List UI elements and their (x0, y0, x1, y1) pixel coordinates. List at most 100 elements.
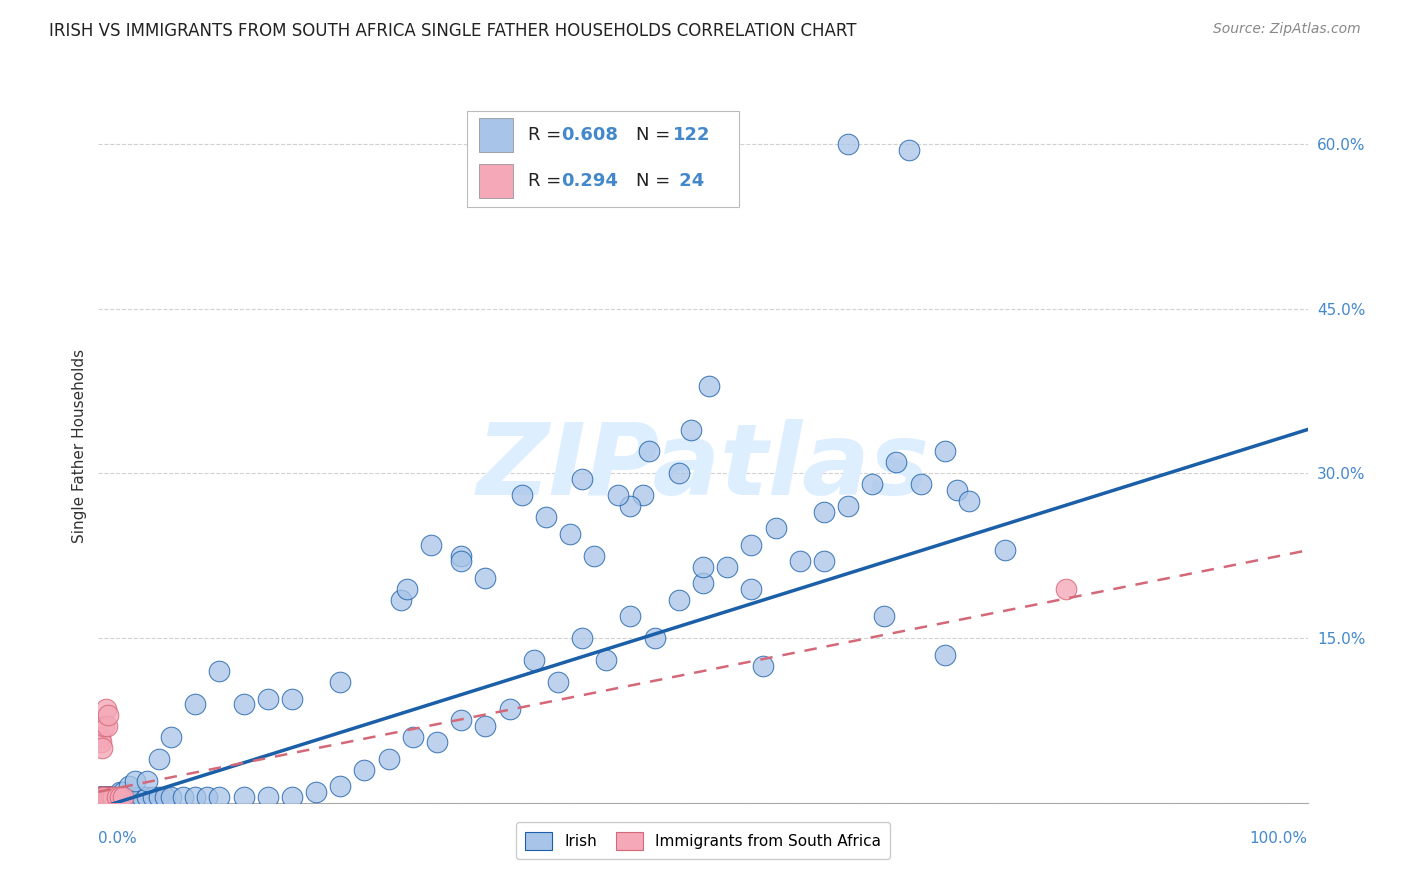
Point (89, 730, 111, 744)
Point (100, 790, 122, 805)
Point (98, 790, 121, 805)
Point (813, 505, 835, 519)
Point (450, 549, 472, 563)
Point (96, 790, 118, 805)
Point (607, 488, 630, 502)
Point (97, 790, 120, 805)
Point (100, 790, 122, 805)
Text: 100.0%: 100.0% (1250, 831, 1308, 847)
Text: N =: N = (637, 126, 676, 144)
Point (93, 790, 115, 805)
Point (124, 773, 146, 788)
Point (94, 790, 117, 805)
Point (114, 790, 136, 805)
Point (107, 790, 129, 805)
Point (232, 697, 254, 711)
Point (97, 790, 120, 805)
Point (142, 790, 165, 805)
Point (232, 790, 254, 805)
Point (101, 790, 124, 805)
Point (91, 790, 114, 805)
Point (100, 790, 122, 805)
Point (668, 467, 690, 481)
Point (957, 494, 980, 508)
Point (208, 790, 231, 805)
Point (90, 790, 112, 805)
Point (90, 790, 112, 805)
Point (860, 477, 883, 491)
Point (389, 592, 412, 607)
FancyBboxPatch shape (479, 118, 513, 152)
Point (90, 790, 112, 805)
Point (329, 780, 352, 794)
Point (91, 790, 114, 805)
Point (118, 790, 141, 805)
Point (450, 714, 472, 728)
Point (93, 790, 115, 805)
Text: N =: N = (637, 172, 676, 190)
Point (148, 752, 170, 766)
Point (395, 582, 418, 596)
Point (96, 790, 118, 805)
Point (637, 444, 659, 458)
Text: R =: R = (527, 126, 567, 144)
Point (91, 740, 114, 755)
Point (994, 543, 1017, 558)
Point (558, 526, 581, 541)
Point (91, 790, 114, 805)
Point (160, 730, 183, 744)
Point (91, 790, 114, 805)
Point (91, 790, 114, 805)
Point (329, 675, 352, 690)
Point (97, 790, 120, 805)
Point (90, 790, 112, 805)
Point (100, 790, 122, 805)
Point (98, 790, 121, 805)
Point (100, 790, 122, 805)
Point (631, 488, 654, 502)
Point (103, 790, 125, 805)
Point (813, 554, 835, 568)
Text: 24: 24 (673, 172, 704, 190)
Point (89, 790, 111, 805)
Y-axis label: Single Father Households: Single Father Households (72, 349, 87, 543)
Point (93, 719, 115, 733)
Point (148, 790, 170, 805)
Text: R =: R = (527, 172, 567, 190)
Point (837, 137, 859, 152)
Point (100, 790, 122, 805)
Point (89, 790, 111, 805)
Point (256, 691, 278, 706)
Point (679, 423, 702, 437)
Point (619, 500, 641, 514)
Point (910, 477, 932, 491)
Point (94, 702, 117, 716)
Point (101, 790, 124, 805)
Point (571, 472, 593, 486)
Point (96, 719, 118, 733)
Point (789, 554, 811, 568)
Point (305, 785, 328, 799)
Point (135, 790, 157, 805)
Point (946, 483, 969, 497)
Point (740, 582, 762, 596)
Point (100, 790, 122, 805)
Point (934, 648, 956, 662)
Point (934, 444, 956, 458)
Point (595, 653, 617, 667)
Point (153, 790, 176, 805)
Point (96, 790, 118, 805)
Point (402, 730, 425, 744)
Point (101, 790, 124, 805)
Text: 122: 122 (673, 126, 710, 144)
Point (93, 790, 115, 805)
Point (571, 631, 593, 645)
Point (105, 790, 128, 805)
Point (195, 790, 218, 805)
Point (740, 538, 762, 552)
Point (160, 790, 183, 805)
Point (668, 592, 690, 607)
Text: 0.0%: 0.0% (98, 831, 138, 847)
Point (1054, 582, 1077, 596)
Point (98, 790, 121, 805)
